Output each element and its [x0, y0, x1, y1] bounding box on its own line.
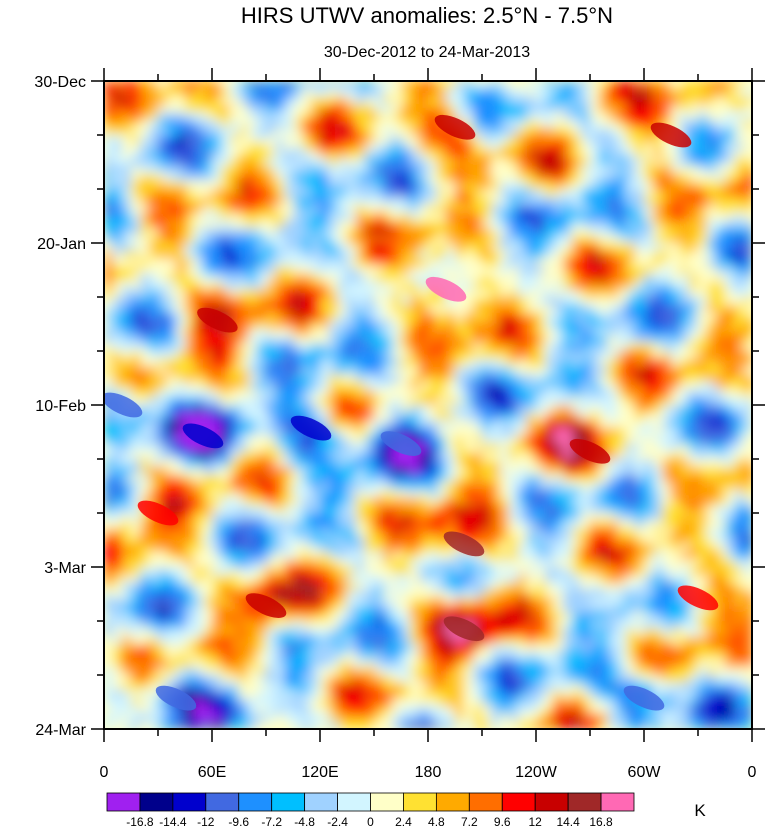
colorbar-swatch-3 — [205, 792, 240, 812]
anomaly-feature-6 — [569, 438, 611, 464]
x-tick-label-3: 180 — [415, 764, 442, 781]
anomaly-feature-4 — [650, 122, 692, 148]
anomaly-field — [104, 81, 752, 729]
colorbar-swatch-6 — [304, 792, 338, 812]
colorbar-label-7: 0 — [367, 815, 374, 829]
x-tick-label-2: 120E — [301, 764, 338, 781]
colorbar-swatch-10 — [435, 792, 470, 812]
y-tick-label-1: 20-Jan — [37, 236, 86, 253]
colorbar: -16.8 -14.4 -12 -9.6 -7.2 -4.8 -2.4 0 2.4 4.8 7.2 9… — [106, 792, 635, 829]
y-tick-label-3: 3-Mar — [44, 560, 86, 577]
x-tick-label-5: 60W — [628, 764, 662, 781]
y-tick-label-4: 24-Mar — [35, 722, 86, 739]
colorbar-swatch-0 — [106, 792, 141, 812]
anomaly-feature-2 — [443, 616, 485, 642]
colorbar-label-2: -12 — [197, 815, 215, 829]
colorbar-swatch-7 — [337, 792, 371, 812]
colorbar-label-5: -4.8 — [294, 815, 315, 829]
colorbar-units: K — [694, 801, 706, 820]
colorbar-swatch-2 — [172, 792, 207, 812]
anomaly-feature-13 — [155, 685, 197, 711]
colorbar-label-1: -14.4 — [159, 815, 187, 829]
colorbar-label-14: 16.8 — [589, 815, 613, 829]
colorbar-label-6: -2.4 — [327, 815, 348, 829]
y-tick-label-0: 30-Dec — [34, 74, 86, 91]
colorbar-label-12: 12 — [529, 815, 543, 829]
colorbar-label-4: -7.2 — [261, 815, 282, 829]
colorbar-swatch-9 — [403, 792, 437, 812]
anomaly-feature-5 — [197, 307, 238, 333]
colorbar-label-11: 9.6 — [494, 815, 511, 829]
colorbar-swatch-8 — [370, 792, 404, 812]
colorbar-swatch-15 — [600, 792, 635, 812]
chart-title: HIRS UTWV anomalies: 2.5°N - 7.5°N — [241, 3, 613, 28]
anomaly-feature-3 — [434, 114, 476, 140]
x-tick-label-1: 60E — [198, 764, 226, 781]
colorbar-label-0: -16.8 — [126, 815, 154, 829]
anomaly-feature-15 — [380, 431, 422, 456]
colorbar-swatch-12 — [501, 792, 536, 812]
colorbar-swatch-13 — [534, 792, 569, 812]
x-axis: 0 60E 120E 180 120W 60W 0 — [100, 68, 757, 781]
anomaly-feature-8 — [137, 500, 179, 526]
plot-area — [103, 80, 753, 730]
anomaly-feature-10 — [290, 415, 332, 441]
colorbar-swatch-14 — [567, 792, 602, 812]
colorbar-label-8: 2.4 — [395, 815, 412, 829]
colorbar-swatch-4 — [238, 792, 273, 812]
anomaly-feature-7 — [245, 593, 287, 618]
colorbar-swatch-5 — [271, 792, 306, 812]
colorbar-swatch-1 — [139, 792, 174, 812]
colorbar-label-13: 14.4 — [556, 815, 580, 829]
x-tick-label-4: 120W — [515, 764, 558, 781]
chart-subtitle: 30-Dec-2012 to 24-Mar-2013 — [324, 44, 530, 61]
colorbar-swatch-11 — [468, 792, 503, 812]
colorbar-label-9: 4.8 — [428, 815, 445, 829]
y-tick-label-2: 10-Feb — [35, 398, 86, 415]
x-tick-label-0: 0 — [100, 764, 109, 781]
y-axis: 30-Dec 20-Jan 10-Feb 3-Mar 24-Mar — [34, 74, 765, 739]
colorbar-label-10: 7.2 — [461, 815, 478, 829]
anomaly-feature-1 — [443, 531, 485, 557]
anomaly-feature-11 — [182, 423, 224, 449]
colorbar-label-3: -9.6 — [228, 815, 249, 829]
anomaly-feature-0 — [425, 276, 467, 302]
anomaly-feature-9 — [677, 585, 719, 611]
x-tick-label-6: 0 — [748, 764, 757, 781]
anomaly-feature-12 — [104, 392, 143, 418]
anomaly-feature-14 — [623, 685, 665, 711]
